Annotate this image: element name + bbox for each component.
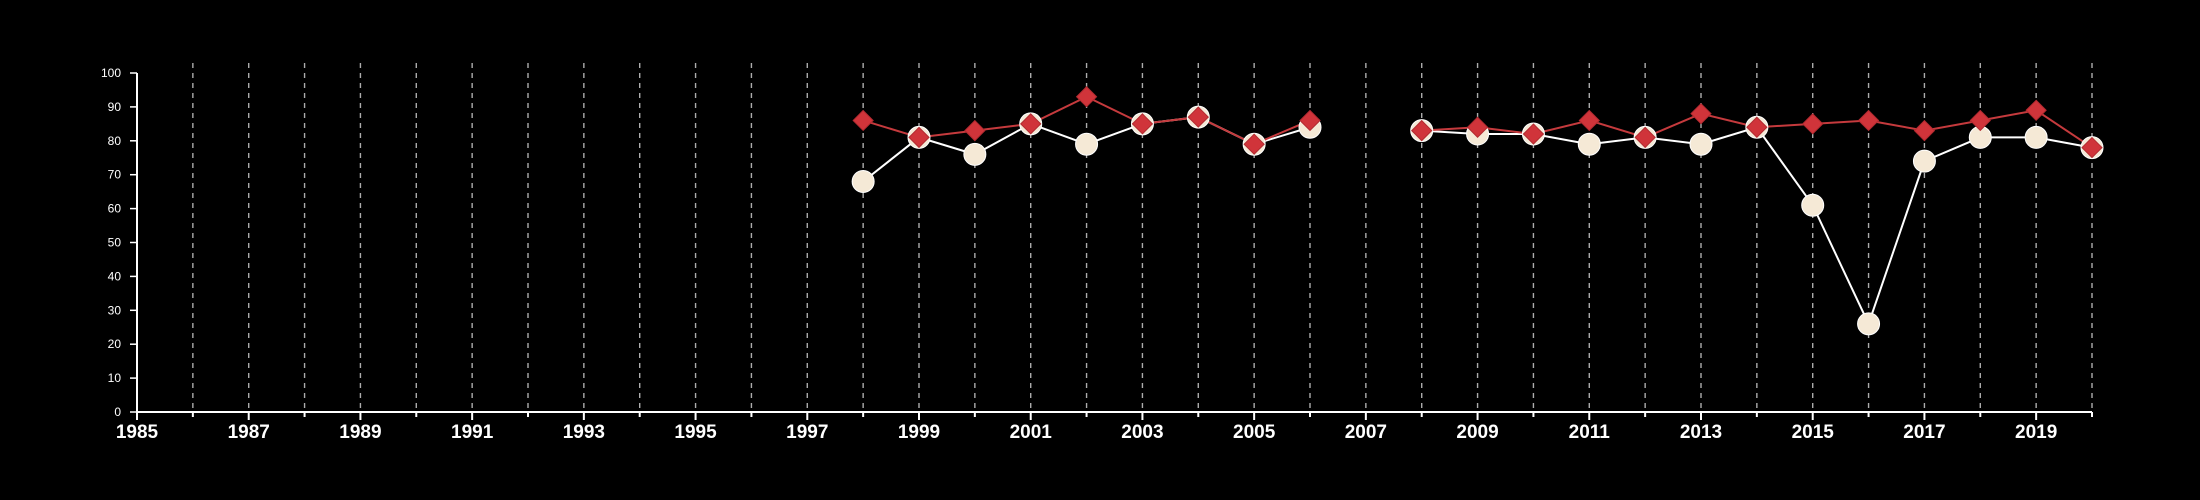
x-tick-label: 2017: [1903, 422, 1945, 443]
x-tick-label: 1991: [451, 422, 494, 443]
data-point-diamond: [1802, 113, 1824, 135]
x-tick-label: 1995: [674, 422, 717, 443]
data-point-diamond: [2025, 99, 2047, 121]
y-tick-label: 20: [108, 337, 122, 351]
data-point-circle: [1689, 132, 1713, 156]
markers-diamond: [852, 86, 2103, 159]
data-point-diamond: [1690, 102, 1712, 125]
axes: 1985 1987 1989 1991 1993 1995 1997 1999 2001 2003…: [101, 66, 2093, 443]
data-point-diamond: [1857, 109, 1880, 132]
data-point-diamond: [1578, 109, 1600, 132]
x-tick-label: 2011: [1569, 422, 1611, 443]
data-point-diamond: [1522, 123, 1545, 145]
x-tick-label: 2013: [1680, 422, 1722, 443]
y-tick-label: 30: [108, 303, 122, 317]
data-point-diamond: [964, 119, 986, 142]
data-point-circle: [1912, 149, 1936, 173]
x-tick-label: 1993: [563, 422, 605, 443]
data-point-circle: [1075, 132, 1099, 156]
y-tick-label: 90: [108, 100, 122, 114]
data-point-diamond: [2081, 136, 2103, 159]
data-point-circle: [2024, 125, 2048, 149]
x-tick-label: 1997: [786, 422, 828, 443]
x-tick-label: 2019: [2015, 422, 2057, 443]
data-point-diamond: [1299, 109, 1321, 132]
x-tick-label: 1989: [339, 422, 381, 443]
y-tick-label: 0: [114, 405, 121, 419]
x-tick-label: 1987: [228, 422, 270, 443]
data-point-diamond: [1969, 109, 1991, 132]
x-tick-label: 1999: [898, 422, 940, 443]
data-point-circle: [1857, 312, 1881, 336]
x-tick-label: 1985: [116, 422, 159, 443]
data-point-diamond: [852, 109, 874, 132]
data-point-diamond: [1411, 119, 1433, 142]
y-tick-label: 50: [108, 236, 122, 250]
data-point-diamond: [1075, 86, 1098, 108]
data-point-diamond: [1634, 126, 1656, 149]
y-tick-label: 60: [108, 202, 122, 216]
x-tick-label: 2015: [1792, 422, 1835, 443]
y-tick-label: 100: [101, 66, 121, 80]
data-point-diamond: [1243, 133, 1265, 155]
data-point-diamond: [1020, 113, 1042, 135]
data-point-circle: [1577, 132, 1601, 156]
x-tick-label: 2009: [1456, 422, 1498, 443]
grid-lines: [192, 63, 2093, 412]
data-point-diamond: [1466, 116, 1489, 138]
data-point-diamond: [908, 126, 930, 149]
data-point-circle: [1801, 193, 1825, 217]
y-tick-label: 70: [108, 168, 122, 182]
y-tick-label: 40: [108, 269, 122, 283]
x-tick-label: 2007: [1345, 422, 1387, 443]
y-tick-label: 80: [108, 134, 122, 148]
data-point-diamond: [1913, 119, 1936, 142]
y-tick-label: 10: [108, 371, 122, 385]
data-point-circle: [963, 142, 987, 166]
data-point-diamond: [1187, 106, 1209, 128]
data-point-diamond: [1131, 113, 1154, 135]
data-point-diamond: [1746, 116, 1768, 138]
x-tick-label: 2001: [1010, 422, 1053, 443]
x-tick-label: 2003: [1121, 422, 1163, 443]
data-point-circle: [851, 169, 875, 193]
series-layer: [851, 86, 2104, 336]
x-tick-label: 2005: [1233, 422, 1276, 443]
